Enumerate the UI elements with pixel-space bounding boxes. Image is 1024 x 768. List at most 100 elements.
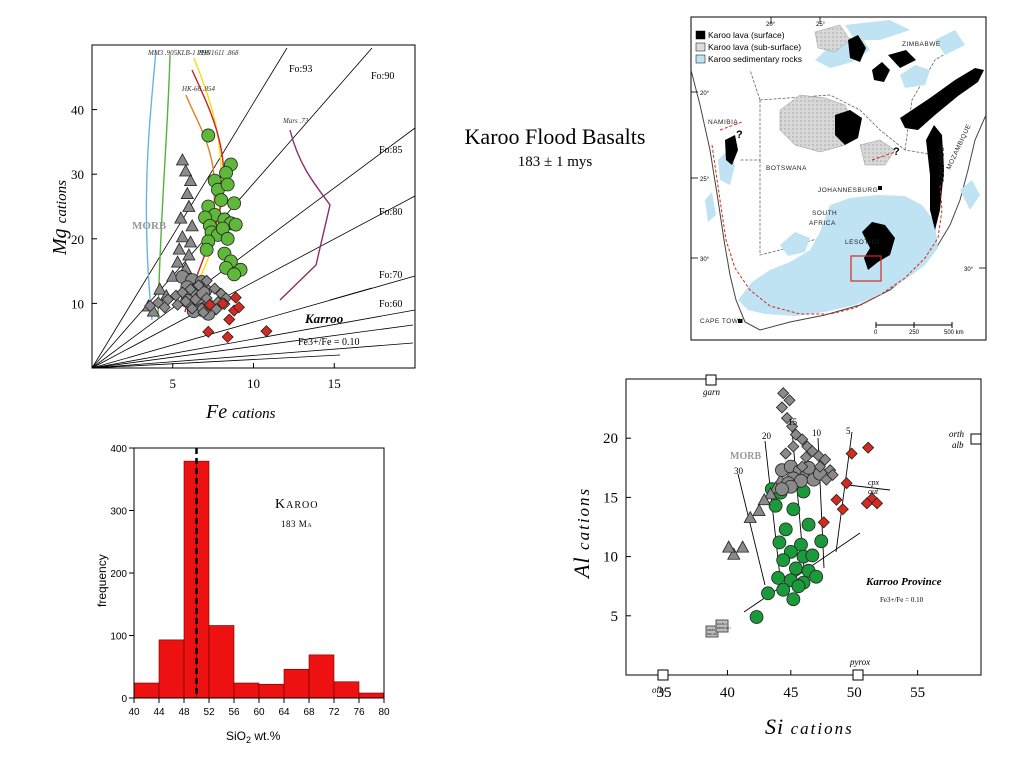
red-model-curve (184, 69, 225, 313)
histogram-bar (358, 692, 385, 699)
model-box-label: MM3 (707, 628, 715, 632)
surface-lava-lebombo (900, 68, 984, 130)
karoo-basalt-point (217, 246, 232, 261)
slide-title: Karoo Flood Basalts (464, 124, 646, 149)
grey-circle-point (775, 482, 789, 497)
coastline (691, 69, 986, 331)
grey-circle-point (185, 287, 200, 302)
graticule-label: 25° (816, 22, 826, 28)
surface-lava (835, 110, 862, 145)
grey-circle-point (180, 280, 195, 295)
morb-triangle-point (141, 299, 156, 312)
legend-label: Karoo sedimentary rocks (708, 54, 802, 64)
x-tick-label: 52 (203, 707, 215, 718)
mixing-line (737, 473, 766, 586)
fo-isopleth-line (91, 324, 414, 369)
karoo-basalt-point (227, 267, 242, 282)
model-box-label: HK-66 (707, 632, 717, 636)
grey-diamond-point (775, 401, 789, 414)
morb-triangle-point (735, 540, 750, 553)
mixing-line (847, 484, 891, 491)
karoo-basalt-point (219, 260, 233, 275)
grey-diamond-point (200, 274, 213, 287)
model-label-mm3: MM3 .905 (147, 49, 178, 57)
x-tick-label: 44 (153, 707, 165, 718)
grey-diamond-point (820, 473, 833, 486)
grey-diamond-point (161, 293, 174, 306)
fo-isopleth-line (91, 354, 341, 369)
x-axis-title: Fe cations (205, 401, 276, 423)
grey-diamond-point (179, 295, 192, 308)
province-label: Karroo Province (865, 576, 942, 588)
y-axis-title: Mg cations (49, 180, 71, 256)
endmember-label: out (868, 487, 879, 496)
graticule-label: 30° (700, 257, 710, 263)
karoo-basalt-point (201, 128, 216, 143)
karoo-basalt-point (211, 182, 225, 197)
fo-label: Fo:85 (379, 145, 402, 156)
grey-circle-point (201, 299, 216, 313)
grey-circle-point (801, 460, 816, 475)
grey-circle-point (792, 464, 807, 479)
karoo-basalt-point (778, 522, 793, 537)
map-frame (690, 16, 987, 341)
grey-diamond-point (812, 449, 825, 463)
morb-triangle-point (727, 547, 741, 560)
histogram-title: Karoo (275, 497, 318, 512)
fo-label: Fo:60 (379, 299, 402, 310)
x-tick-label: 50 (847, 685, 862, 701)
y-tick-label: 0 (121, 694, 127, 705)
karoo-basalt-point (796, 549, 811, 564)
red-dashed-outline (711, 144, 943, 315)
grey-circle-point (194, 302, 209, 317)
scale-label: 250 (909, 330, 920, 336)
red-dashed-segment (719, 121, 743, 131)
karoo-sediment-patch (960, 180, 980, 210)
karroo-red-point (840, 477, 853, 490)
morb-triangle-point (178, 261, 193, 274)
fo-label-leader (329, 287, 373, 301)
grey-circle-point (806, 472, 821, 487)
map-label-mozambique: MOZAMBIQUE (945, 123, 972, 171)
map-label-zimbabwe: ZIMBABWE (902, 41, 941, 48)
surface-lava (888, 50, 916, 68)
grey-diamond-point (144, 299, 157, 313)
karoo-basalt-point (801, 563, 816, 578)
model-box (705, 625, 719, 638)
grey-diamond-point (787, 440, 800, 453)
endmember-pyrox (852, 669, 864, 681)
grey-diamond-point (218, 297, 231, 311)
red-dashed-segment (871, 151, 896, 161)
legend-swatch-surface (695, 30, 706, 40)
karoo-basalt-point (764, 482, 779, 497)
fo-label: Fo:90 (371, 71, 394, 82)
grey-diamond-point (801, 440, 814, 453)
y-tick-label: 10 (603, 550, 618, 566)
model-label-phn: PHN1611 .868 (196, 49, 239, 57)
histogram-bar (183, 460, 197, 699)
x-tick-label: 72 (328, 707, 340, 718)
karoo-basalt-point (786, 592, 801, 607)
morb-label: MORB (132, 220, 167, 232)
grey-diamond-point (211, 296, 225, 309)
morb-triangle-point (763, 487, 778, 500)
fo-isopleth-line (91, 127, 416, 369)
fo-isopleth-line (91, 309, 416, 369)
endmember-label: oliv (652, 685, 666, 695)
karroo-red-point (845, 447, 858, 460)
grey-diamond-point (796, 433, 809, 446)
grey-circle-point (813, 466, 827, 481)
grey-diamond-point (824, 464, 837, 477)
contour-label: 5 (846, 426, 851, 436)
graticule-label: 25° (700, 177, 710, 183)
graticule-label: 30° (964, 267, 974, 273)
map-label-lebombo: LEBOMBO (939, 146, 946, 182)
grey-circle-point (786, 471, 801, 486)
map-label-lesotho: LESOTHO (845, 239, 880, 246)
mixing-line (835, 431, 853, 553)
karoo-basalt-point (796, 484, 811, 499)
klb1-curve (157, 54, 171, 319)
morb-triangle-point (185, 219, 199, 232)
karoo-basin (738, 195, 938, 316)
